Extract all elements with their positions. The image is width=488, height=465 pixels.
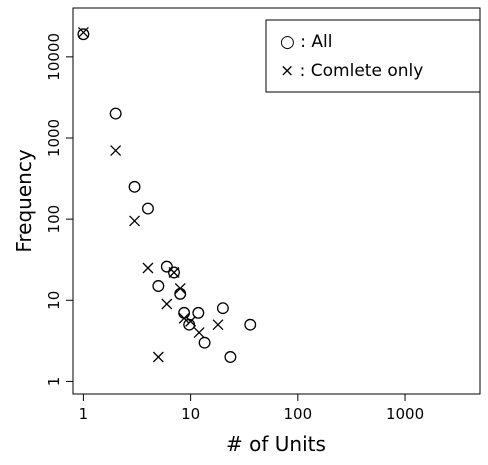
point-all — [77, 28, 90, 41]
y-axis: 1 10 100 1000 10000 — [45, 33, 73, 386]
y-tick-label: 10000 — [45, 33, 63, 81]
legend-entry: × : Comlete only — [280, 61, 423, 81]
point-all — [192, 306, 205, 319]
y-tick-label: 1000 — [45, 119, 63, 157]
point-all — [128, 180, 141, 193]
y-tick-label: 100 — [45, 205, 63, 234]
point-all — [152, 280, 165, 292]
plot-frame — [72, 7, 481, 395]
point-all — [168, 266, 180, 279]
point-all — [244, 318, 257, 331]
point-all — [141, 202, 154, 215]
point-complete-only — [174, 282, 186, 294]
point-complete-only — [110, 145, 122, 157]
y-tick-label: 10 — [45, 291, 63, 310]
legend-entry: ○ : All — [280, 32, 332, 52]
x-tick-label: 1000 — [386, 405, 424, 423]
legend-box — [265, 19, 481, 93]
point-complete-only — [161, 298, 173, 310]
point-all — [174, 287, 187, 300]
legend: ○ : All × : Comlete only — [265, 19, 481, 93]
point-complete-only — [168, 267, 180, 278]
x-tick-label: 100 — [284, 405, 313, 423]
x-tick-label: 1 — [79, 405, 89, 423]
point-complete-only — [212, 319, 224, 331]
x-tick-label: 10 — [181, 405, 200, 423]
point-all — [178, 306, 191, 319]
point-complete-only — [152, 351, 164, 363]
point-all — [216, 302, 229, 315]
point-all — [224, 351, 237, 363]
point-all — [109, 107, 122, 120]
point-complete-only — [129, 215, 141, 227]
point-complete-only — [193, 327, 205, 339]
point-all — [183, 318, 196, 331]
point-all — [160, 260, 173, 273]
point-complete-only — [77, 26, 89, 38]
x-axis-title: # of Units — [226, 432, 326, 456]
point-complete-only — [178, 312, 190, 324]
point-complete-only — [142, 262, 154, 274]
y-axis-title: Frequency — [12, 149, 36, 252]
x-axis: 1 10 100 1000 — [79, 394, 424, 423]
y-tick-label: 1 — [45, 377, 63, 387]
point-all — [198, 336, 211, 349]
data-marks — [77, 26, 257, 363]
plot-area — [72, 7, 481, 395]
point-complete-only — [185, 315, 197, 327]
